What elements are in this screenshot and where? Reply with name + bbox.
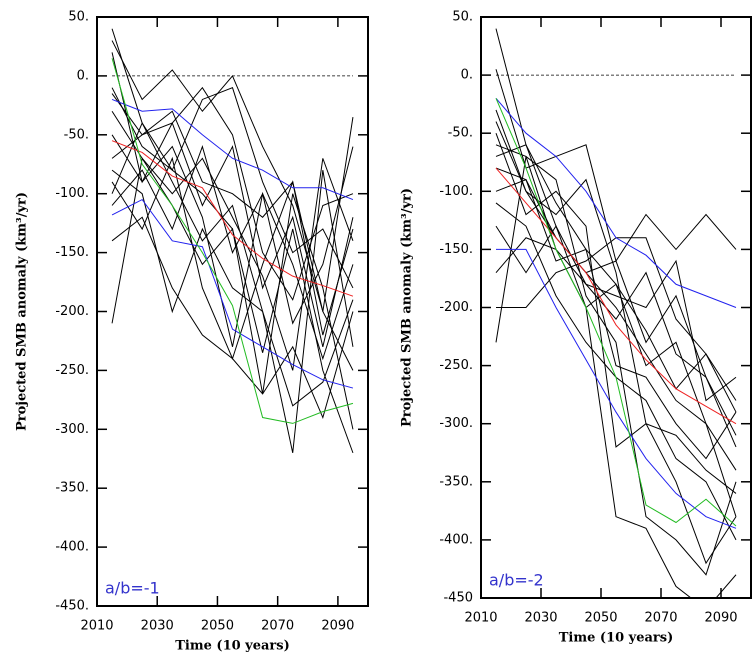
y-tick-label: -350. (55, 481, 89, 496)
y-tick-label: -300. (55, 422, 89, 437)
series-line (495, 156, 737, 448)
annotation: a/b=-1 (105, 579, 160, 598)
annotation: a/b=-2 (489, 571, 544, 590)
series-line (111, 40, 354, 312)
x-axis-label: Time (10 years) (559, 631, 674, 646)
series-line (495, 69, 737, 263)
y-tick-label: -400. (439, 532, 473, 547)
x-tick-label: 2070 (261, 619, 294, 634)
series-line (111, 28, 354, 454)
series-line (111, 122, 354, 347)
plot-frame (96, 16, 369, 607)
plot-area (111, 28, 354, 454)
series-line (495, 144, 737, 402)
series-line (496, 248, 737, 529)
series-line (495, 98, 737, 527)
series-line (495, 225, 737, 598)
y-tick-label: -450 (443, 591, 473, 606)
y-tick-label: 50. (68, 10, 89, 25)
y-tick-label: -250. (55, 363, 89, 378)
y-tick-label: -150. (439, 242, 473, 257)
y-tick-label: -200. (439, 300, 473, 315)
y-tick-label: -100. (55, 186, 89, 201)
x-axis-label: Time (10 years) (175, 639, 290, 654)
y-tick-label: -450. (55, 599, 89, 614)
series-line (495, 109, 737, 517)
series-line (495, 144, 737, 576)
series-line (111, 52, 354, 301)
series-line (111, 134, 354, 361)
y-axis-label: Projected SMB anomaly (km³/yr) (15, 192, 30, 431)
y-tick-label: 0. (461, 68, 473, 83)
x-tick-label: 2030 (141, 619, 174, 634)
plot-frame (480, 16, 752, 599)
series-line (495, 237, 737, 471)
plot-area (495, 28, 737, 598)
y-axis-label: Projected SMB anomaly (km³/yr) (400, 188, 415, 427)
series-line (111, 121, 354, 407)
x-tick-label: 2010 (80, 619, 113, 634)
series-line (111, 58, 354, 424)
y-tick-label: -100. (439, 184, 473, 199)
series-line (111, 110, 354, 371)
y-tick-label: -250. (439, 358, 473, 373)
x-tick-label: 2090 (321, 619, 354, 634)
series-line (111, 98, 354, 201)
y-tick-label: -50. (448, 126, 473, 141)
x-tick-label: 2070 (644, 611, 677, 626)
y-tick-label: -300. (439, 416, 473, 431)
y-tick-label: 50. (452, 10, 473, 25)
series-line (111, 198, 354, 389)
y-tick-label: -50. (64, 127, 89, 142)
series-line (111, 156, 354, 361)
series-line (111, 93, 354, 371)
y-tick-label: -150. (55, 245, 89, 260)
y-tick-label: 0. (77, 68, 89, 83)
x-tick-label: 2050 (201, 619, 234, 634)
series-line (111, 169, 354, 453)
x-tick-label: 2090 (704, 611, 737, 626)
x-tick-label: 2050 (584, 611, 617, 626)
series-line (495, 133, 737, 565)
series-line (495, 167, 737, 425)
x-tick-label: 2030 (524, 611, 557, 626)
series-line (495, 98, 737, 308)
y-tick-label: -200. (55, 304, 89, 319)
y-tick-label: -400. (55, 540, 89, 555)
series-line (111, 140, 354, 297)
y-tick-label: -350. (439, 474, 473, 489)
series-line (495, 167, 737, 436)
x-tick-label: 2010 (464, 611, 497, 626)
series-line (111, 157, 354, 430)
